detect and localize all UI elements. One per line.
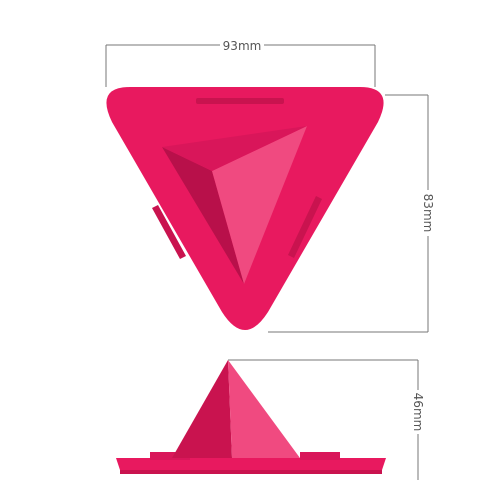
pyramid-top-view: [162, 126, 307, 284]
height-label: 83mm: [421, 194, 435, 233]
side-pyramid-left-face: [172, 360, 232, 458]
side-base-edge: [120, 470, 382, 474]
side-tab-right: [300, 452, 340, 460]
stand-top-view: [106, 87, 384, 330]
stand-side-view: [116, 360, 386, 474]
pyramid-face-left: [162, 147, 244, 284]
side-tab-left: [150, 452, 190, 460]
side-pyramid-right-face: [228, 360, 300, 458]
side-base-plate: [116, 458, 386, 470]
depth-label-bg: [410, 390, 426, 434]
top-slot: [196, 98, 284, 104]
left-slot: [152, 205, 186, 259]
depth-label: 46mm: [411, 393, 425, 432]
width-label-bg: [220, 37, 264, 53]
pyramid-face-top: [162, 126, 307, 171]
width-label: 93mm: [223, 39, 262, 53]
right-slot: [288, 196, 322, 258]
pyramid-face-right: [212, 126, 307, 284]
height-label-bg: [420, 190, 436, 236]
